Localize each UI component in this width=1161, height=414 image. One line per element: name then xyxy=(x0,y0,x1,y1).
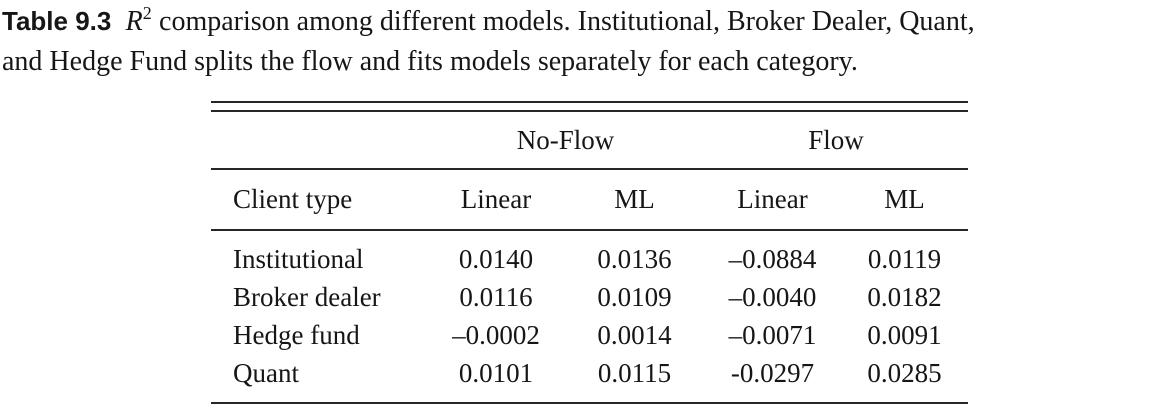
r2-comparison-table: No-Flow Flow Client type Linear ML Linea… xyxy=(211,110,969,404)
cell-flow-ml: 0.0285 xyxy=(867,357,942,388)
r-symbol: R xyxy=(125,6,143,37)
table-container: No-Flow Flow Client type Linear ML Linea… xyxy=(211,101,969,404)
group-header-empty-cell xyxy=(211,111,427,170)
column-header-client-type: Client type xyxy=(211,169,427,231)
cell-flow-ml: 0.0182 xyxy=(867,281,942,312)
group-header-noflow: No-Flow xyxy=(427,111,705,170)
table-caption: Table 9.3 R2 comparison among different mo… xyxy=(2,2,1159,81)
table-row: Broker dealer 0.0116 0.0109 –0.0040 0.01… xyxy=(211,278,968,316)
group-header-row: No-Flow Flow xyxy=(211,111,969,170)
cell-client-type: Broker dealer xyxy=(233,281,381,312)
cell-noflow-ml: 0.0014 xyxy=(597,319,672,350)
cell-flow-linear: –0.0040 xyxy=(728,281,817,312)
cell-noflow-linear: 0.0116 xyxy=(459,281,533,312)
column-header-flow-ml: ML xyxy=(841,169,969,231)
cell-flow-linear: –0.0884 xyxy=(728,243,817,274)
table-row: Institutional 0.0140 0.0136 –0.0884 0.01… xyxy=(211,230,968,278)
cell-client-type: Quant xyxy=(233,357,299,388)
cell-flow-ml: 0.0091 xyxy=(867,319,942,350)
r-squared-symbol: R2 xyxy=(125,3,152,37)
caption-text-line1: comparison among different models. Insti… xyxy=(159,6,975,37)
cell-flow-ml: 0.0119 xyxy=(867,243,942,274)
cell-flow-linear: –0.0071 xyxy=(728,319,817,350)
cell-noflow-linear: 0.0101 xyxy=(458,357,534,388)
cell-noflow-ml: 0.0115 xyxy=(597,357,672,388)
caption-table-number: Table 9.3 xyxy=(2,6,112,36)
column-header-flow-linear: Linear xyxy=(704,169,842,231)
cell-client-type: Institutional xyxy=(233,243,364,274)
column-header-noflow-ml: ML xyxy=(565,169,705,231)
column-header-row: Client type Linear ML Linear ML xyxy=(211,169,969,231)
cell-noflow-linear: 0.0140 xyxy=(458,243,534,274)
cell-noflow-ml: 0.0109 xyxy=(597,281,672,312)
caption-line-1: Table 9.3 R2 comparison among different mo… xyxy=(2,3,975,37)
cell-client-type: Hedge fund xyxy=(233,319,360,350)
column-header-noflow-linear: Linear xyxy=(427,169,565,231)
cell-flow-linear: -0.0297 xyxy=(730,357,815,388)
cell-noflow-linear: –0.0002 xyxy=(452,319,540,350)
table-row: Quant 0.0101 0.0115 -0.0297 0.0285 xyxy=(211,354,968,403)
r-exponent: 2 xyxy=(142,3,152,23)
caption-text-line2: and Hedge Fund splits the flow and fits … xyxy=(2,46,858,77)
cell-noflow-ml: 0.0136 xyxy=(597,243,672,274)
group-header-flow: Flow xyxy=(704,111,969,170)
table-row: Hedge fund –0.0002 0.0014 –0.0071 0.0091 xyxy=(211,316,968,354)
